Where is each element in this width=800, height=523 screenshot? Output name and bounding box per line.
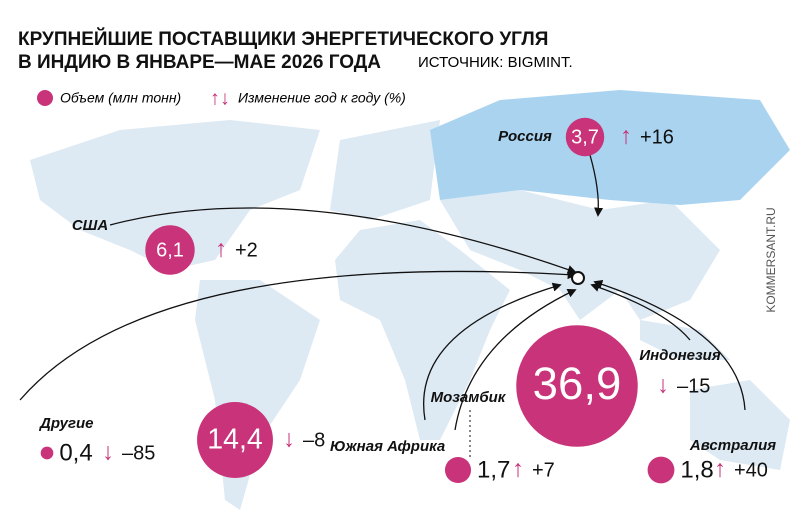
volume-label: 1,7 [477, 456, 510, 483]
change-label: +40 [734, 459, 768, 481]
volume-bubble [444, 456, 472, 484]
change-arrow: ↑ [714, 455, 726, 482]
change-label: –8 [303, 429, 325, 451]
legend-text: Изменение год к году (%) [238, 90, 406, 106]
volume-bubble [565, 117, 605, 157]
change-label: –15 [677, 375, 710, 397]
volume-label: 0,4 [59, 439, 92, 466]
legend-arrows: ↑↓ [210, 87, 230, 109]
change-arrow: ↓ [657, 371, 669, 398]
supplier-name: США [72, 217, 108, 234]
supplier-name: Индонезия [639, 347, 721, 364]
volume-bubble [197, 402, 273, 478]
change-label: +16 [640, 126, 674, 148]
change-arrow: ↓ [102, 438, 114, 465]
supplier-name: Южная Африка [330, 438, 445, 455]
change-label: +7 [532, 459, 555, 481]
volume-label: 3,7 [571, 126, 599, 148]
volume-bubble [40, 446, 54, 460]
volume-bubble [647, 456, 675, 484]
volume-bubble [516, 325, 638, 447]
legend-dot [37, 90, 53, 106]
india-point [571, 271, 585, 285]
supplier-name: Другие [38, 415, 93, 432]
title-line: КРУПНЕЙШИЕ ПОСТАВЩИКИ ЭНЕРГЕТИЧЕСКОГО УГ… [18, 28, 548, 50]
source: ИСТОЧНИК: BIGMINT. [418, 54, 573, 71]
volume-bubble [145, 225, 195, 275]
change-arrow: ↓ [283, 425, 295, 452]
legend-text: Объем (млн тонн) [60, 90, 181, 106]
volume-label: 36,9 [533, 358, 622, 409]
volume-label: 1,8 [680, 456, 713, 483]
change-label: –85 [122, 442, 155, 464]
supplier-name: Австралия [689, 437, 776, 454]
watermark: KOMMERSANT.RU [764, 207, 778, 312]
title-line: В ИНДИЮ В ЯНВАРЕ—МАЕ 2026 ГОДА [18, 52, 381, 73]
change-arrow: ↑ [620, 122, 632, 149]
change-arrow: ↑ [512, 455, 524, 482]
volume-label: 6,1 [156, 239, 184, 261]
volume-label: 14,4 [207, 424, 262, 456]
change-arrow: ↑ [215, 235, 227, 262]
routes [19, 154, 746, 431]
russia [430, 90, 790, 205]
supplier-name: Мозамбик [431, 389, 507, 406]
map [30, 120, 790, 510]
change-label: +2 [235, 239, 258, 261]
supplier-name: Россия [498, 128, 552, 145]
